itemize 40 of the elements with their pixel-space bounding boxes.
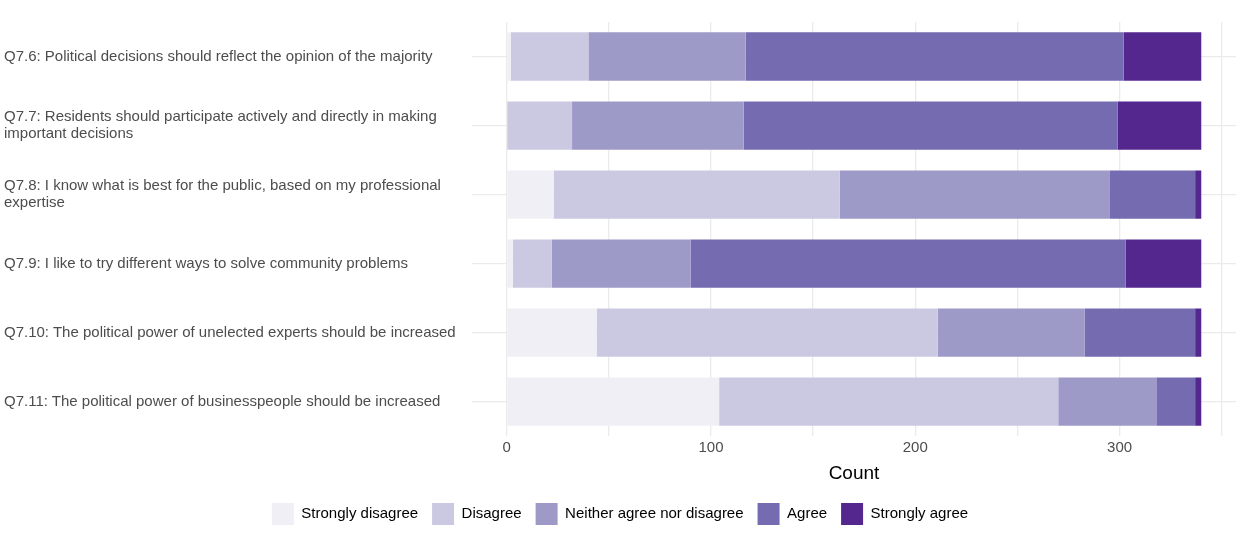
- bar: [1125, 239, 1202, 288]
- bar: [1123, 32, 1202, 81]
- bar: [839, 170, 1110, 219]
- y-tick-label: Q7.6: Political decisions should reflect the opinion of the majority: [4, 46, 434, 64]
- legend-label: Strongly agree: [870, 504, 969, 522]
- legend-label: Strongly disagree: [301, 504, 419, 522]
- y-tick-label: Q7.10: The political power of unelected experts should be increased: [4, 322, 456, 340]
- bar: [1195, 170, 1202, 219]
- bar: [572, 101, 744, 150]
- x-tick-label: 200: [902, 438, 928, 456]
- bar: [512, 239, 552, 288]
- bar: [588, 32, 746, 81]
- x-tick-label: 300: [1107, 438, 1133, 456]
- bar: [507, 101, 573, 150]
- legend-label: Neither agree nor disagree: [565, 504, 744, 522]
- legend-label: Agree: [787, 504, 828, 522]
- bar: [1109, 170, 1196, 219]
- bar: [690, 239, 1126, 288]
- bar: [1195, 308, 1202, 357]
- bar: [1117, 101, 1202, 150]
- bar: [1156, 377, 1196, 426]
- y-tick-label: Q7.9: I like to try different ways to solve community problems: [4, 253, 409, 271]
- bar: [1195, 377, 1202, 426]
- x-tick-label: 100: [698, 438, 724, 456]
- bar: [596, 308, 938, 357]
- y-tick-label: Q7.8: I know what is best for the public, based on my professional expertise: [4, 176, 441, 211]
- bar: [743, 101, 1118, 150]
- bar: [551, 239, 691, 288]
- y-tick-label: Q7.7: Residents should participate actively and directly in making important decisions: [4, 107, 437, 142]
- bar: [553, 170, 840, 219]
- bar: [719, 377, 1059, 426]
- x-tick-label: 0: [502, 438, 511, 456]
- x-axis-title: Count: [828, 461, 881, 483]
- bar: [1058, 377, 1157, 426]
- bar: [510, 32, 589, 81]
- y-tick-label: Q7.11: The political power of businesspeople should be increased: [4, 391, 441, 409]
- bar: [937, 308, 1085, 357]
- bar: [1084, 308, 1196, 357]
- bar: [745, 32, 1124, 81]
- legend-label: Disagree: [461, 504, 522, 522]
